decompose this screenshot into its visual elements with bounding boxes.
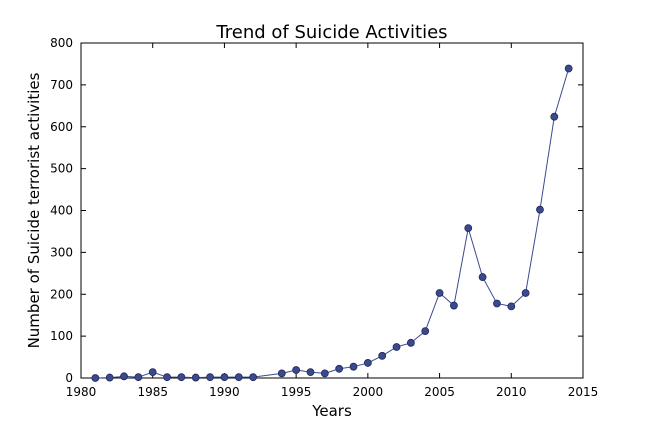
data-point bbox=[120, 372, 128, 381]
y-tick-label: 100 bbox=[50, 329, 73, 343]
plot-area bbox=[80, 42, 584, 379]
data-point bbox=[493, 299, 501, 308]
series-line bbox=[95, 68, 570, 379]
x-tick-label: 1985 bbox=[137, 385, 168, 399]
data-point bbox=[478, 273, 487, 281]
data-point bbox=[536, 205, 544, 214]
chart-title: Trend of Suicide Activities bbox=[215, 22, 447, 43]
x-tick-label: 2005 bbox=[424, 385, 455, 399]
data-point bbox=[206, 373, 214, 382]
data-point bbox=[363, 359, 372, 367]
x-tick-label: 2010 bbox=[496, 385, 527, 399]
data-point bbox=[378, 351, 387, 360]
data-point bbox=[177, 373, 186, 382]
y-tick-label: 400 bbox=[50, 204, 73, 218]
data-point bbox=[163, 373, 171, 382]
data-point bbox=[306, 368, 315, 377]
y-tick-label: 500 bbox=[50, 162, 73, 176]
data-point bbox=[234, 373, 243, 382]
data-point bbox=[564, 64, 573, 73]
data-point bbox=[91, 374, 100, 382]
y-axis: 0 100 200 300 400 500 600 700 800 bbox=[50, 36, 583, 385]
data-point bbox=[148, 368, 157, 377]
data-point bbox=[220, 373, 229, 382]
series-layer bbox=[91, 64, 573, 382]
x-tick-label: 2000 bbox=[353, 385, 384, 399]
y-axis-label: Number of Suicide terrorist activities bbox=[25, 72, 43, 348]
x-tick-label: 1995 bbox=[281, 385, 312, 399]
data-point bbox=[320, 369, 329, 378]
data-point bbox=[249, 373, 258, 382]
data-point bbox=[134, 373, 143, 382]
data-point bbox=[507, 302, 516, 311]
x-tick-label: 1980 bbox=[66, 385, 97, 399]
data-point bbox=[521, 289, 530, 297]
data-point bbox=[435, 289, 444, 297]
data-point bbox=[406, 338, 415, 347]
x-tick-label: 2015 bbox=[568, 385, 599, 399]
plot-frame bbox=[80, 42, 584, 379]
y-tick-label: 0 bbox=[65, 371, 73, 385]
x-tick-label: 1990 bbox=[209, 385, 240, 399]
data-point bbox=[450, 301, 458, 310]
x-axis: 1980 1985 1990 1995 2000 2005 2010 2015 bbox=[66, 43, 599, 399]
data-point bbox=[292, 366, 301, 374]
y-tick-label: 700 bbox=[50, 78, 73, 92]
data-point bbox=[421, 327, 430, 336]
data-point bbox=[105, 373, 114, 382]
data-point bbox=[335, 364, 344, 373]
data-point bbox=[349, 362, 358, 371]
data-point bbox=[191, 373, 200, 382]
data-point bbox=[277, 369, 286, 378]
y-tick-label: 800 bbox=[50, 36, 73, 50]
data-point bbox=[464, 224, 473, 232]
y-tick-label: 300 bbox=[50, 245, 73, 259]
y-tick-label: 200 bbox=[50, 287, 73, 301]
data-point bbox=[550, 112, 559, 121]
data-point bbox=[392, 343, 401, 351]
y-tick-label: 600 bbox=[50, 120, 73, 134]
x-axis-label: Years bbox=[311, 402, 352, 420]
